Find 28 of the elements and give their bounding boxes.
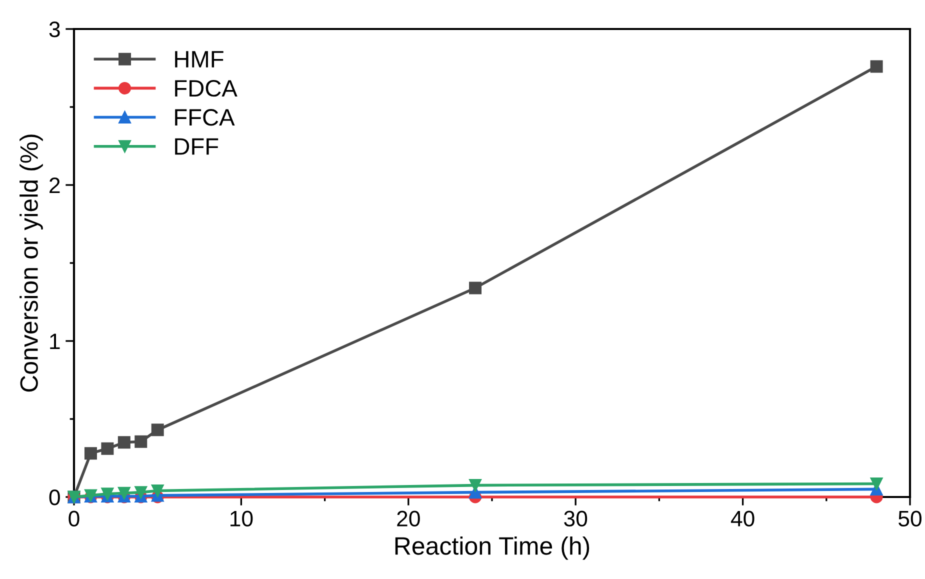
legend-label: FDCA	[175, 80, 238, 97]
x-tick-label: 30	[564, 510, 588, 527]
point	[870, 477, 883, 490]
x-tick-label: 10	[230, 510, 253, 527]
legend-label: HMF	[175, 51, 224, 68]
point	[84, 447, 97, 460]
y-tick-label: 1	[50, 334, 60, 350]
point	[469, 479, 482, 492]
point	[469, 282, 482, 294]
point	[118, 486, 130, 500]
point	[134, 486, 148, 499]
point	[151, 424, 164, 436]
point	[118, 436, 130, 449]
point	[134, 435, 148, 448]
legend-label: FFCA	[175, 109, 235, 126]
x-axis-title: Reaction Time (h)	[395, 536, 590, 560]
x-tick-label: 50	[898, 510, 922, 527]
y-tick-label: 2	[50, 178, 60, 194]
legend-label: DFF	[175, 138, 218, 155]
point	[870, 60, 883, 73]
x-tick-label: 0	[68, 510, 80, 527]
y-tick-label: 3	[49, 22, 60, 38]
point	[151, 484, 164, 498]
point	[101, 442, 114, 455]
y-axis-title: Conversion or yield (%)	[20, 134, 43, 392]
x-tick-label: 40	[730, 510, 754, 527]
y-tick-label: 0	[49, 490, 60, 506]
x-tick-label: 20	[397, 510, 420, 527]
